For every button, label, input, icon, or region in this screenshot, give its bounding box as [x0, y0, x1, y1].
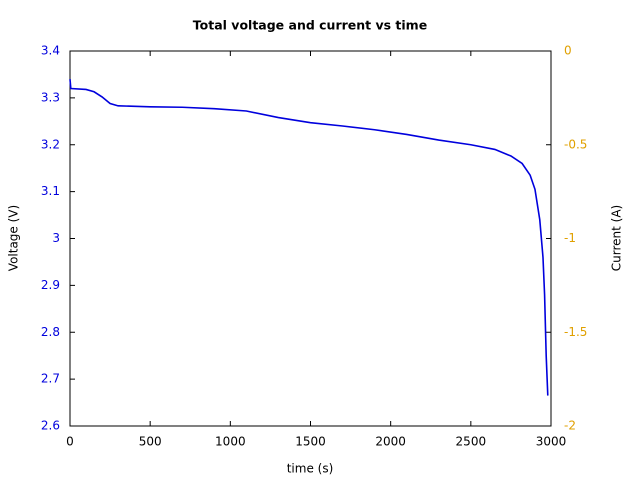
- y2-tick-label: -0.5: [564, 137, 587, 151]
- y-tick-label: 3.4: [41, 44, 60, 58]
- y-axis-label: Voltage (V): [7, 205, 21, 271]
- x-tick-label: 3000: [536, 435, 567, 449]
- y2-axis-label: Current (A): [610, 205, 624, 271]
- chart-title: Total voltage and current vs time: [193, 18, 427, 33]
- y-tick-label: 2.6: [41, 419, 60, 433]
- x-tick-label: 500: [139, 435, 162, 449]
- data-line: [69, 79, 549, 396]
- x-tick-label: 2000: [375, 435, 406, 449]
- y2-tick-label: -2: [564, 419, 576, 433]
- x-tick-label: 0: [66, 435, 74, 449]
- y-tick-label: 3.1: [41, 184, 60, 198]
- x-axis-label: time (s): [287, 462, 334, 476]
- x-tick-label: 2500: [456, 435, 487, 449]
- y-tick-label: 3.3: [41, 90, 60, 104]
- y2-tick-label: -1.5: [564, 325, 587, 339]
- y-tick-label: 2.7: [41, 372, 60, 386]
- y-tick-label: 3.2: [41, 137, 60, 151]
- y-tick-label: 3: [52, 231, 60, 245]
- x-tick-label: 1500: [295, 435, 326, 449]
- y2-tick-label: -1: [564, 231, 576, 245]
- x-tick-label: 1000: [215, 435, 246, 449]
- y-tick-label: 2.8: [41, 325, 60, 339]
- y2-tick-label: 0: [564, 44, 572, 58]
- y-tick-label: 2.9: [41, 278, 60, 292]
